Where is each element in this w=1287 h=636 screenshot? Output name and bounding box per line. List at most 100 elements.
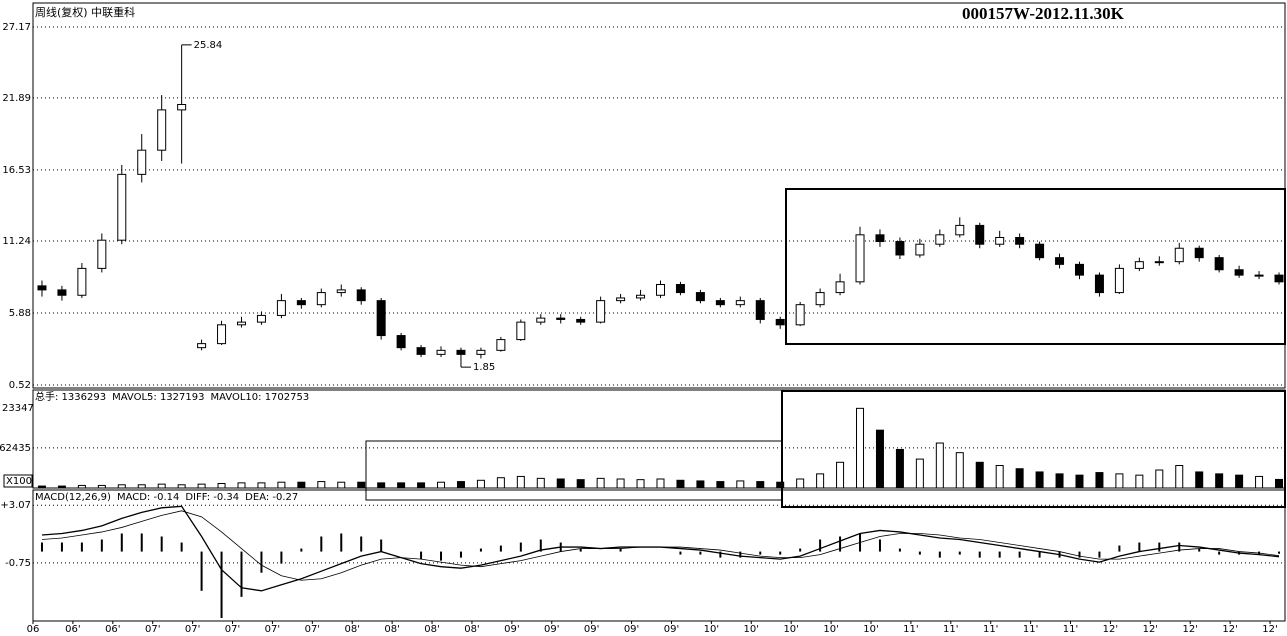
candle-body (675, 284, 685, 294)
x-tick-label: 12' (1143, 624, 1158, 635)
candle-body (316, 292, 326, 306)
x-tick-label: 06' (105, 624, 120, 635)
title: 周线(复权) 中联重科 (35, 5, 135, 19)
candle-body (995, 237, 1005, 245)
x-tick-label: 07' (185, 624, 200, 635)
legend-label: DEA: -0.27 (245, 492, 298, 503)
candle-body (1134, 261, 1144, 269)
candle-body (935, 234, 945, 245)
volume-bar (955, 452, 964, 489)
candle-body (57, 289, 67, 296)
candle-body (137, 149, 147, 175)
y-tick-label: 5.88 (9, 308, 31, 319)
volume-bar (437, 481, 446, 489)
volume-bar (197, 483, 206, 489)
candle-body (616, 297, 626, 302)
candle-body (815, 292, 825, 306)
candle-body (217, 324, 227, 345)
volume-bar (895, 448, 904, 489)
volume-bar (776, 481, 785, 489)
volume-bar (77, 484, 86, 489)
legend-label: 总手: 1336293 (35, 390, 106, 403)
candle-body (975, 224, 985, 245)
volume-bar (297, 481, 306, 489)
volume-bar (915, 458, 924, 489)
candle-body (416, 347, 426, 355)
volume-bar (1075, 474, 1084, 489)
volume-bar (177, 484, 186, 489)
candle-body (1114, 267, 1124, 294)
macd-line (41, 510, 1280, 581)
candle-body (1274, 274, 1284, 283)
candle-body (77, 267, 87, 296)
volume-bar (716, 481, 725, 489)
x-tick-label: 06' (65, 624, 80, 635)
x-tick-label: 09' (504, 624, 519, 635)
x-tick-label: 09' (584, 624, 599, 635)
candle-body (775, 318, 785, 326)
volume-bar (1195, 471, 1204, 489)
volume-bar (676, 479, 685, 489)
x-tick-label: 09' (544, 624, 559, 635)
candle-body (197, 343, 207, 349)
volume-bar (696, 480, 705, 489)
volume-bar (377, 482, 386, 489)
volume-bar (576, 479, 585, 489)
y-tick-label: 23347 (2, 403, 34, 414)
candle-body (396, 335, 406, 349)
candle-body (356, 289, 366, 302)
x-tick-label: 10' (744, 624, 759, 635)
volume-bar (1155, 469, 1164, 489)
candle-body (1035, 243, 1045, 259)
candle-body (456, 349, 466, 355)
x-tick-label: 11' (903, 624, 918, 635)
candle-body (237, 321, 247, 326)
volume-bar (816, 473, 825, 489)
volume-bar (796, 478, 805, 489)
volume-bar (157, 483, 166, 489)
candle-body (795, 304, 805, 326)
volume-bar (596, 477, 605, 489)
volume-bar (975, 461, 984, 489)
volume-bar (556, 478, 565, 489)
y-tick-label: 11.24 (2, 236, 31, 247)
candle-body (296, 300, 306, 306)
candle-body (835, 281, 845, 294)
volume-bar (237, 482, 246, 489)
x-tick-label: 10' (823, 624, 838, 635)
volume-bar (1095, 472, 1104, 489)
volume-bar (1115, 473, 1124, 489)
y-tick-label: 62435 (0, 443, 31, 454)
y-tick-label: 0.52 (9, 380, 31, 391)
candle-body (276, 300, 286, 316)
y-tick-label: 21.89 (2, 93, 31, 104)
x-tick-label: 08' (464, 624, 479, 635)
candle-body (715, 300, 725, 306)
x-tick-label: 11' (983, 624, 998, 635)
x-tick-label: 11' (1063, 624, 1078, 635)
candle-body (735, 300, 745, 306)
candle-body (1214, 257, 1224, 271)
candle-body (1194, 247, 1204, 259)
x-tick-label: 10' (704, 624, 719, 635)
volume-bar (57, 485, 66, 489)
highlight-box (785, 188, 1286, 345)
candle-body (1074, 263, 1084, 276)
volume-bar (337, 481, 346, 489)
volume-bar (456, 481, 465, 489)
volume-bar (417, 482, 426, 489)
volume-bar (875, 429, 884, 489)
candle-body (1234, 269, 1244, 276)
candle-body (915, 243, 925, 256)
volume-bar (756, 481, 765, 489)
candle-body (855, 234, 865, 283)
candle-body (636, 294, 646, 299)
candle-body (496, 339, 506, 351)
candle-body (37, 285, 47, 291)
volume-bar (357, 481, 366, 489)
x-tick-label: 11' (1023, 624, 1038, 635)
legend-label: MACD: -0.14 (117, 492, 179, 503)
candle-body (695, 292, 705, 302)
candle-body (536, 317, 546, 323)
